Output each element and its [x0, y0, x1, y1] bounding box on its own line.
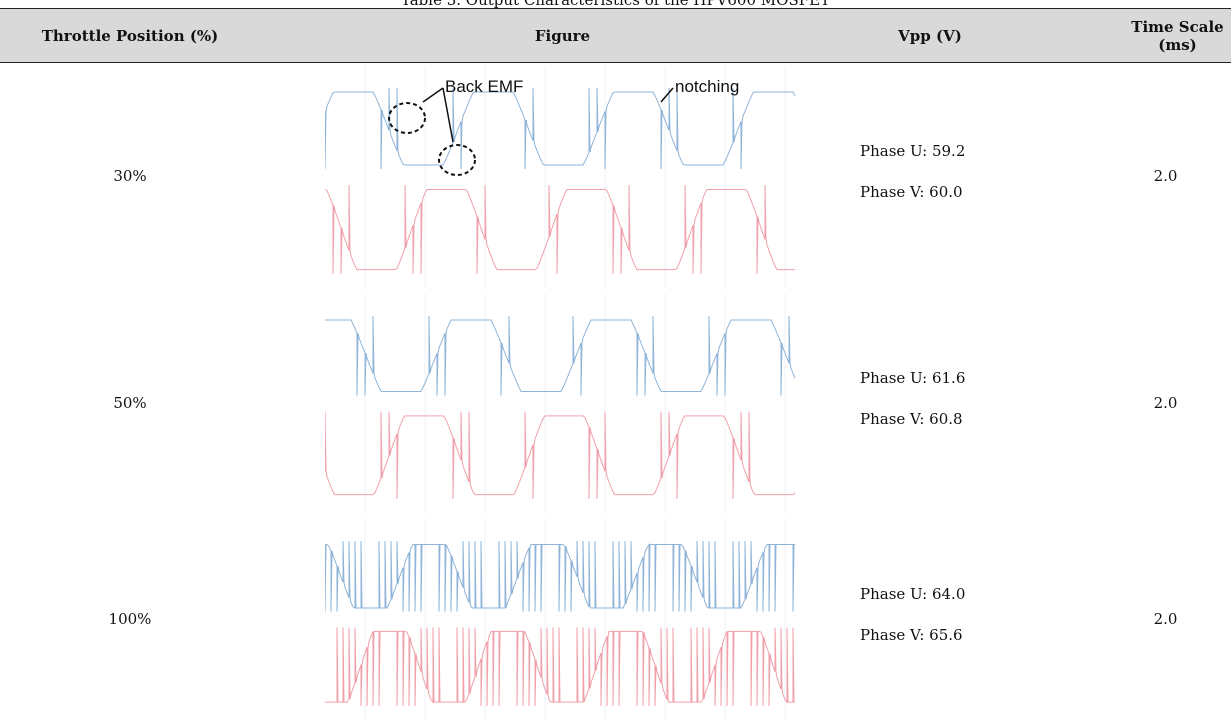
waveform-figure: Back EMF notching: [325, 66, 800, 288]
time-scale-cell: 2.0: [1100, 62, 1231, 290]
header-cell: Vpp (V): [820, 9, 1040, 62]
vpp-phase-v: Phase V: 60.0: [860, 183, 963, 201]
annotation: notching: [675, 77, 739, 96]
vpp-phase-v: Phase V: 65.6: [860, 626, 963, 644]
vpp-phase-u: Phase U: 61.6: [860, 369, 965, 387]
vpp-phase-u: Phase U: 64.0: [860, 585, 965, 603]
header-cell: Throttle Position (%): [0, 9, 260, 62]
waveform-figure: [325, 519, 800, 720]
waveform-figure: [325, 294, 800, 513]
throttle-cell: 50%: [0, 290, 260, 515]
header-cell: Figure: [325, 9, 800, 62]
header-cell: Time Scale (ms): [1130, 9, 1225, 62]
callout-ellipse: [389, 103, 425, 133]
throttle-cell: 30%: [0, 62, 260, 290]
callout-ellipse: [439, 145, 475, 175]
time-scale-cell: 2.0: [1100, 290, 1231, 515]
page: Table 3. Output Characteristics of the H…: [0, 0, 1231, 722]
annotation: Back EMF: [445, 77, 523, 96]
vpp-phase-u: Phase U: 59.2: [860, 142, 965, 160]
vpp-phase-v: Phase V: 60.8: [860, 410, 963, 428]
throttle-cell: 100%: [0, 515, 260, 722]
time-scale-cell: 2.0: [1100, 515, 1231, 722]
table-header: Throttle Position (%) Figure Vpp (V) Tim…: [0, 9, 1231, 63]
